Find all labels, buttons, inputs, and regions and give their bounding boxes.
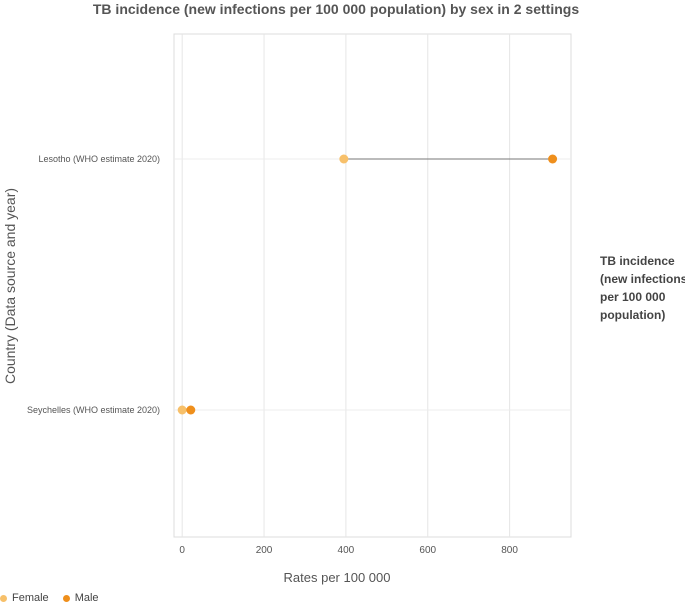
x-ticks: 0 200 400 600 800 [179, 545, 518, 556]
category-label: Lesotho (WHO estimate 2020) [38, 154, 160, 164]
x-tick-label: 0 [179, 545, 185, 556]
data-point-male[interactable] [186, 405, 196, 415]
x-tick-label: 200 [256, 545, 273, 556]
legend-swatch-male [62, 594, 70, 602]
chart-title: TB incidence (new infections per 100 000… [93, 1, 579, 17]
grid [174, 34, 571, 537]
category-label: Seychelles (WHO estimate 2020) [27, 405, 160, 415]
legend: Female Male [0, 592, 99, 604]
legend-item-male[interactable]: Male [62, 592, 99, 604]
marks [177, 154, 558, 415]
y-axis-label: Country (Data source and year) [2, 188, 18, 384]
legend-label-female: Female [12, 592, 49, 604]
x-tick-label: 800 [501, 545, 518, 556]
x-axis-label: Rates per 100 000 [284, 570, 391, 585]
legend-swatch-female [0, 594, 7, 602]
x-tick-label: 600 [419, 545, 436, 556]
side-label: TB incidence (new infections per 100 000… [600, 254, 685, 322]
category-labels: Lesotho (WHO estimate 2020) Seychelles (W… [27, 154, 160, 415]
legend-label-male: Male [74, 592, 99, 604]
data-point-female[interactable] [339, 154, 349, 164]
data-point-male[interactable] [548, 154, 558, 164]
x-tick-label: 400 [338, 545, 355, 556]
data-point-female[interactable] [177, 405, 187, 415]
plot-area [173, 33, 572, 538]
legend-item-female[interactable]: Female [0, 592, 49, 604]
